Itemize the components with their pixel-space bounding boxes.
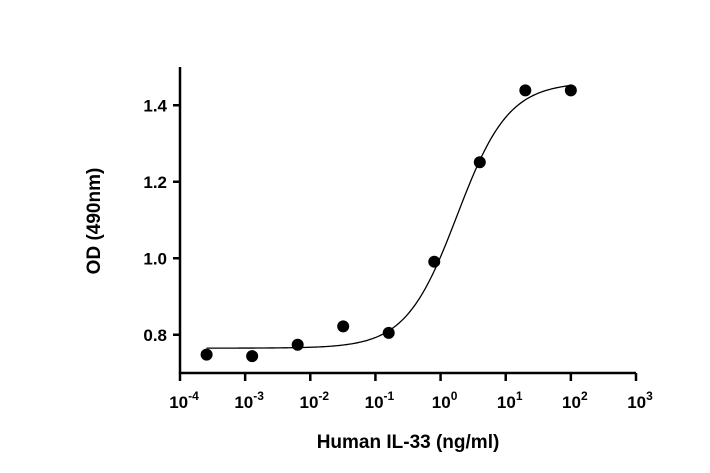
- x-tick-label: 101: [497, 389, 523, 412]
- data-point: [428, 255, 441, 268]
- x-tick-exponent: 0: [451, 389, 458, 403]
- data-points: [200, 84, 577, 363]
- x-tick-exponent: -4: [188, 389, 199, 403]
- x-tick-exponent: 1: [516, 389, 523, 403]
- x-tick-label: 102: [562, 389, 588, 412]
- y-axis-label: OD (490nm): [84, 168, 105, 275]
- x-tick-exponent: 3: [646, 389, 653, 403]
- x-tick-label: 103: [627, 389, 653, 412]
- x-tick-base: 10: [169, 393, 188, 412]
- y-tick-label: 1.4: [143, 96, 167, 115]
- x-tick-exponent: -3: [253, 389, 264, 403]
- x-tick-exponent: 2: [581, 389, 588, 403]
- data-point: [564, 84, 577, 97]
- data-point: [200, 348, 213, 361]
- x-tick-label: 10-3: [234, 389, 264, 412]
- x-tick-exponent: -1: [384, 389, 395, 403]
- data-point: [473, 156, 486, 169]
- y-tick-label: 1.2: [143, 173, 167, 192]
- x-tick-base: 10: [432, 393, 451, 412]
- x-tick-exponent: -2: [318, 389, 329, 403]
- x-tick-base: 10: [234, 393, 253, 412]
- x-tick-base: 10: [562, 393, 581, 412]
- y-tick-label: 1.0: [143, 249, 167, 268]
- y-tick-label: 0.8: [143, 326, 167, 345]
- fit-curve: [206, 84, 571, 349]
- x-tick-base: 10: [365, 393, 384, 412]
- data-point: [291, 338, 304, 351]
- x-tick-base: 10: [497, 393, 516, 412]
- x-axis-label: Human IL-33 (ng/ml): [317, 432, 500, 453]
- x-tick-label: 100: [432, 389, 458, 412]
- x-tick-base: 10: [627, 393, 646, 412]
- data-point: [519, 84, 532, 97]
- x-tick-base: 10: [299, 393, 318, 412]
- data-point: [382, 326, 395, 339]
- x-tick-label: 10-2: [299, 389, 329, 412]
- data-point: [337, 320, 350, 333]
- data-point: [246, 350, 259, 363]
- x-tick-label: 10-1: [365, 389, 395, 412]
- axes: 0.81.01.21.410-4 10-3 10-2 10-1 100 101 102 103: [143, 67, 653, 412]
- x-tick-label: 10-4: [169, 389, 199, 412]
